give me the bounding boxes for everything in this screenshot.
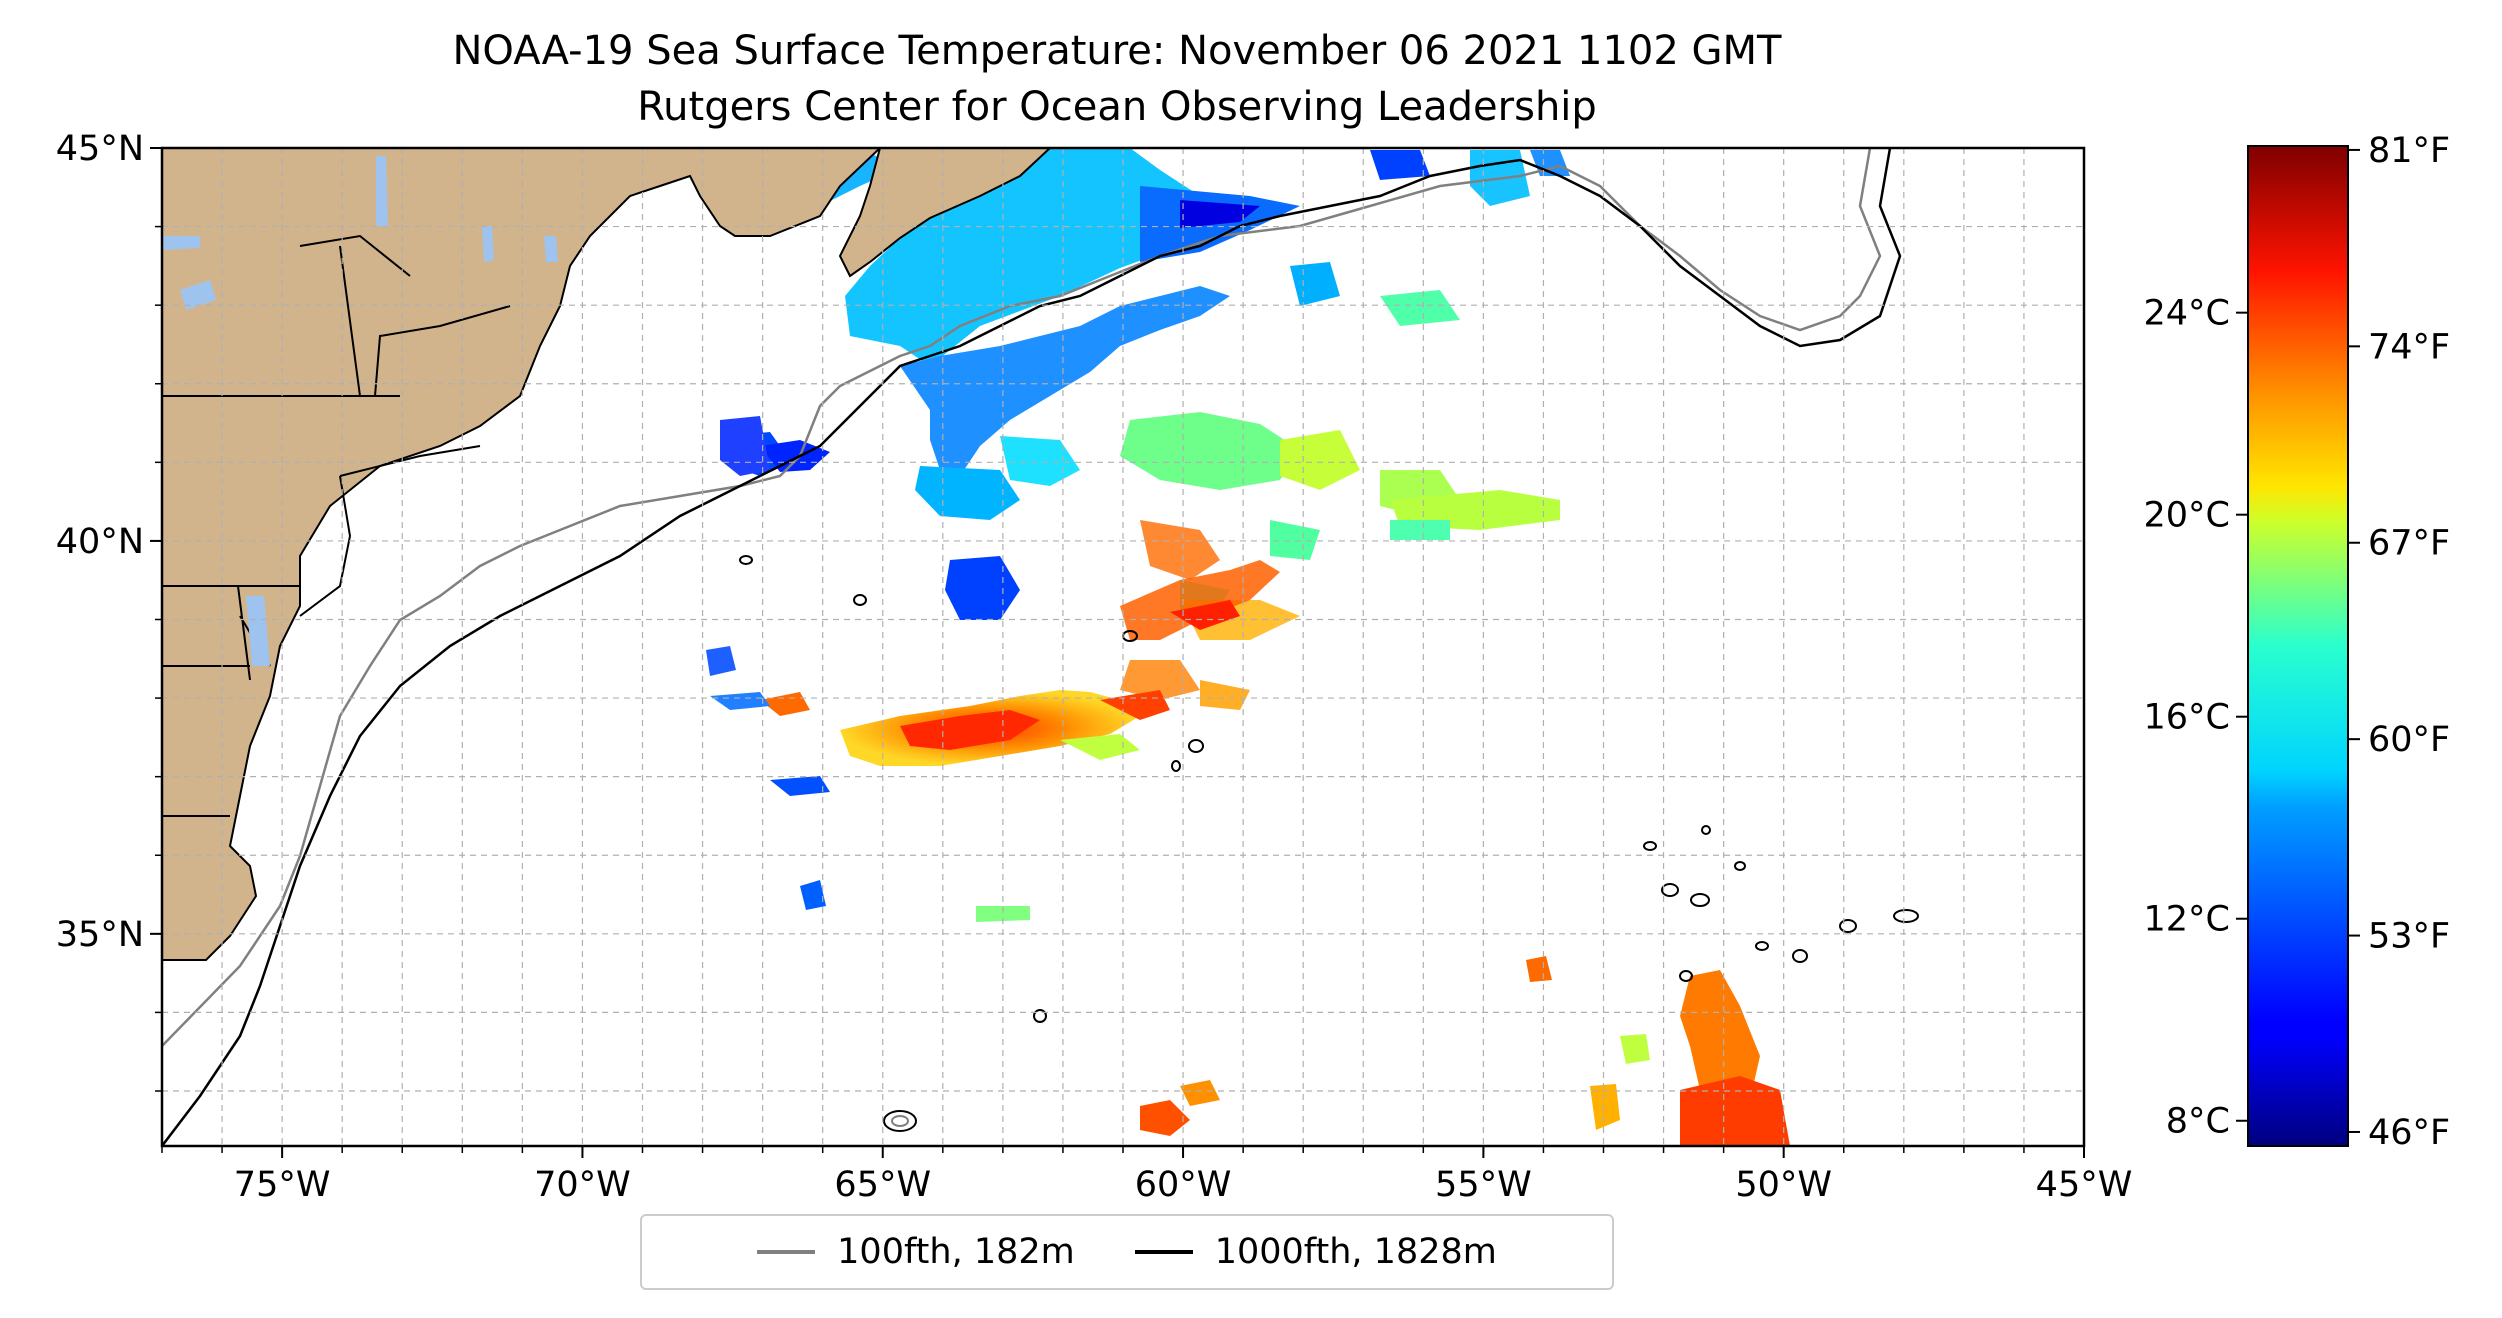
- celsius-tick-label: 24°C: [2144, 294, 2230, 334]
- lat-tick-label: 35°N: [56, 915, 144, 955]
- fahrenheit-tick-label: 67°F: [2368, 524, 2450, 564]
- colorbar: 8°C 12°C 16°C 20°C 24°C 46°F 53°F 60°F 67°F 74°F…: [2144, 131, 2451, 1153]
- chart-title: NOAA-19 Sea Surface Temperature: Novembe…: [453, 28, 1783, 74]
- longitude-axis: 75°W 70°W 65°W 60°W 55°W 50°W 45°W: [161, 1146, 2133, 1205]
- colorbar-fahrenheit-axis: 46°F 53°F 60°F 67°F 74°F 81°F: [2348, 131, 2450, 1153]
- celsius-tick-label: 16°C: [2144, 698, 2230, 738]
- chart-subtitle: Rutgers Center for Ocean Observing Leade…: [637, 84, 1597, 130]
- lon-tick-label: 70°W: [534, 1165, 631, 1205]
- legend-label-100fth: 100fth, 182m: [837, 1232, 1075, 1272]
- lon-tick-label: 60°W: [1135, 1165, 1232, 1205]
- isobath-100fth: [162, 148, 1882, 1047]
- land-mass: [162, 148, 882, 961]
- lat-tick-label: 45°N: [56, 129, 144, 169]
- map-panel: 75°W 70°W 65°W 60°W 55°W 50°W 45°W 35°N 40°N 45°…: [56, 129, 2133, 1205]
- celsius-tick-label: 20°C: [2144, 496, 2230, 536]
- lon-tick-label: 75°W: [234, 1165, 331, 1205]
- legend-label-1000fth: 1000fth, 1828m: [1214, 1232, 1497, 1272]
- map-gridlines: [162, 148, 2084, 1146]
- lon-tick-label: 45°W: [2036, 1165, 2133, 1205]
- lon-tick-label: 65°W: [834, 1165, 931, 1205]
- nova-scotia-land: [838, 148, 1052, 278]
- celsius-tick-label: 12°C: [2144, 900, 2230, 940]
- lon-tick-label: 55°W: [1435, 1165, 1532, 1205]
- latitude-axis: 35°N 40°N 45°N: [56, 129, 162, 1092]
- lat-tick-label: 40°N: [56, 522, 144, 562]
- fahrenheit-tick-label: 74°F: [2368, 327, 2450, 367]
- fahrenheit-tick-label: 53°F: [2368, 917, 2450, 957]
- seamount-contours: [739, 555, 1919, 1132]
- sst-data-layer: [706, 148, 1790, 1146]
- fahrenheit-tick-label: 46°F: [2368, 1113, 2450, 1153]
- legend-swatch-100fth: [757, 1250, 816, 1254]
- colorbar-celsius-axis: 8°C 12°C 16°C 20°C 24°C: [2144, 294, 2248, 1142]
- fahrenheit-tick-label: 60°F: [2368, 720, 2450, 760]
- legend-item-100fth: 100fth, 182m: [757, 1232, 1075, 1272]
- celsius-tick-label: 8°C: [2166, 1102, 2230, 1142]
- inland-water: [162, 156, 558, 666]
- state-borders: [162, 234, 511, 817]
- legend-swatch-1000fth: [1134, 1250, 1193, 1254]
- colorbar-gradient: [2247, 145, 2349, 1147]
- legend-item-1000fth: 1000fth, 1828m: [1134, 1232, 1497, 1272]
- isobath-legend: 100fth, 182m 1000fth, 1828m: [640, 1214, 1614, 1290]
- isobath-1000fth: [162, 148, 1902, 1146]
- fahrenheit-tick-label: 81°F: [2368, 131, 2450, 171]
- lon-tick-label: 50°W: [1735, 1165, 1832, 1205]
